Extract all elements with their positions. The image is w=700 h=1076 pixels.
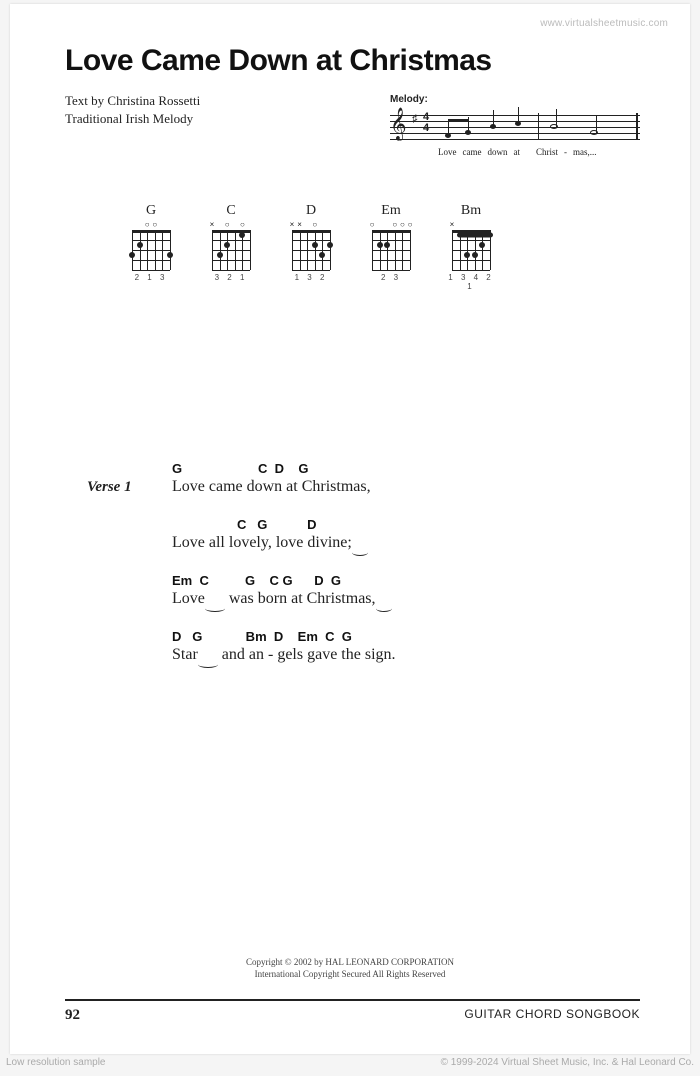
chord-diagram: Em ○○○○ 2 3: [365, 203, 417, 291]
watermark-url: www.virtualsheetmusic.com: [540, 18, 668, 29]
bottom-copyright: © 1999-2024 Virtual Sheet Music, Inc. & …: [441, 1057, 694, 1068]
chord-name: D: [285, 203, 337, 219]
melody-lyrics: Love came down at Christ - mas,...: [438, 147, 640, 157]
lyric-line: Em C G C G D GLove was born at Christmas…: [172, 573, 396, 609]
lyric-text: Star and an - gels gave the sign.: [172, 645, 396, 665]
lyric-text: Love all lovely, love divine;: [172, 533, 396, 553]
time-sig: 44: [423, 112, 429, 134]
lyric-text: Love was born at Christmas,: [172, 589, 396, 609]
fretboard: ○××: [290, 222, 332, 270]
chord-name: G: [125, 203, 177, 219]
barline-end: [636, 113, 638, 139]
verse-label: Verse 1: [87, 461, 172, 496]
lyric-line: C G DLove all lovely, love divine;: [172, 517, 396, 553]
copyright-line: Copyright © 2002 by HAL LEONARD CORPORAT…: [10, 956, 690, 968]
chord-diagram: G ○○ 2 1 3: [125, 203, 177, 291]
syl: Christ: [536, 147, 558, 157]
lyric-text: Love came down at Christmas,: [172, 477, 396, 497]
chord-row: Em C G C G D G: [172, 573, 396, 589]
sharp-icon: ♯: [412, 113, 418, 125]
chord-diagram: C ○○× 3 2 1: [205, 203, 257, 291]
song-title: Love Came Down at Christmas: [65, 44, 640, 78]
fretboard: ○○×: [210, 222, 252, 270]
page-number: 92: [65, 1007, 80, 1024]
fingering: 1 3 4 2 1: [445, 273, 497, 291]
chord-diagram: Bm × 1 3 4 2 1: [445, 203, 497, 291]
music-staff: 𝄞 ♯ 44: [390, 107, 640, 145]
chord-name: C: [205, 203, 257, 219]
syl: at: [513, 147, 520, 157]
lyric-body: G C D GLove came down at Christmas, C G …: [172, 461, 396, 685]
lyric-line: G C D GLove came down at Christmas,: [172, 461, 396, 497]
chord-diagram-row: G ○○ 2 1 3 C ○○× 3 2 1 D ○×× 1 3 2 Em ○○○○ 2 3 Bm…: [125, 203, 640, 291]
sample-label: Low resolution sample: [6, 1057, 106, 1068]
melody-label: Melody:: [390, 94, 640, 105]
treble-clef-icon: 𝄞: [390, 111, 407, 139]
stem: [493, 110, 494, 127]
stem: [596, 115, 597, 133]
copyright-line: International Copyright Secured All Righ…: [10, 968, 690, 980]
stem: [448, 120, 449, 136]
stem: [518, 107, 519, 124]
chord-row: G C D G: [172, 461, 396, 477]
fingering: 1 3 2: [285, 273, 337, 282]
chord-row: D G Bm D Em C G: [172, 629, 396, 645]
fingering: 3 2 1: [205, 273, 257, 282]
lyric-line: D G Bm D Em C GStar and an - gels gave t…: [172, 629, 396, 665]
fretboard: ×: [450, 222, 492, 270]
fingering: 2 1 3: [125, 273, 177, 282]
fingering: 2 3: [365, 273, 417, 282]
syl: came: [463, 147, 482, 157]
barline: [538, 113, 539, 139]
chord-diagram: D ○×× 1 3 2: [285, 203, 337, 291]
chord-name: Em: [365, 203, 417, 219]
stem: [556, 109, 557, 127]
melody-excerpt: Melody: 𝄞 ♯ 44: [390, 94, 640, 157]
sheet-page: www.virtualsheetmusic.com Love Came Down…: [10, 4, 690, 1054]
beam: [448, 119, 469, 121]
fretboard: ○○○○: [370, 222, 412, 270]
chord-name: Bm: [445, 203, 497, 219]
verse-block: Verse 1 G C D GLove came down at Christm…: [87, 461, 640, 685]
syl: mas,...: [573, 147, 597, 157]
copyright-block: Copyright © 2002 by HAL LEONARD CORPORAT…: [10, 956, 690, 980]
footer-bar: 92 GUITAR CHORD SONGBOOK: [65, 999, 640, 1024]
fretboard: ○○: [130, 222, 172, 270]
chord-row: C G D: [172, 517, 396, 533]
syl: down: [487, 147, 507, 157]
syl: Love: [438, 147, 457, 157]
syl: -: [564, 147, 567, 157]
book-title: GUITAR CHORD SONGBOOK: [464, 1007, 640, 1024]
